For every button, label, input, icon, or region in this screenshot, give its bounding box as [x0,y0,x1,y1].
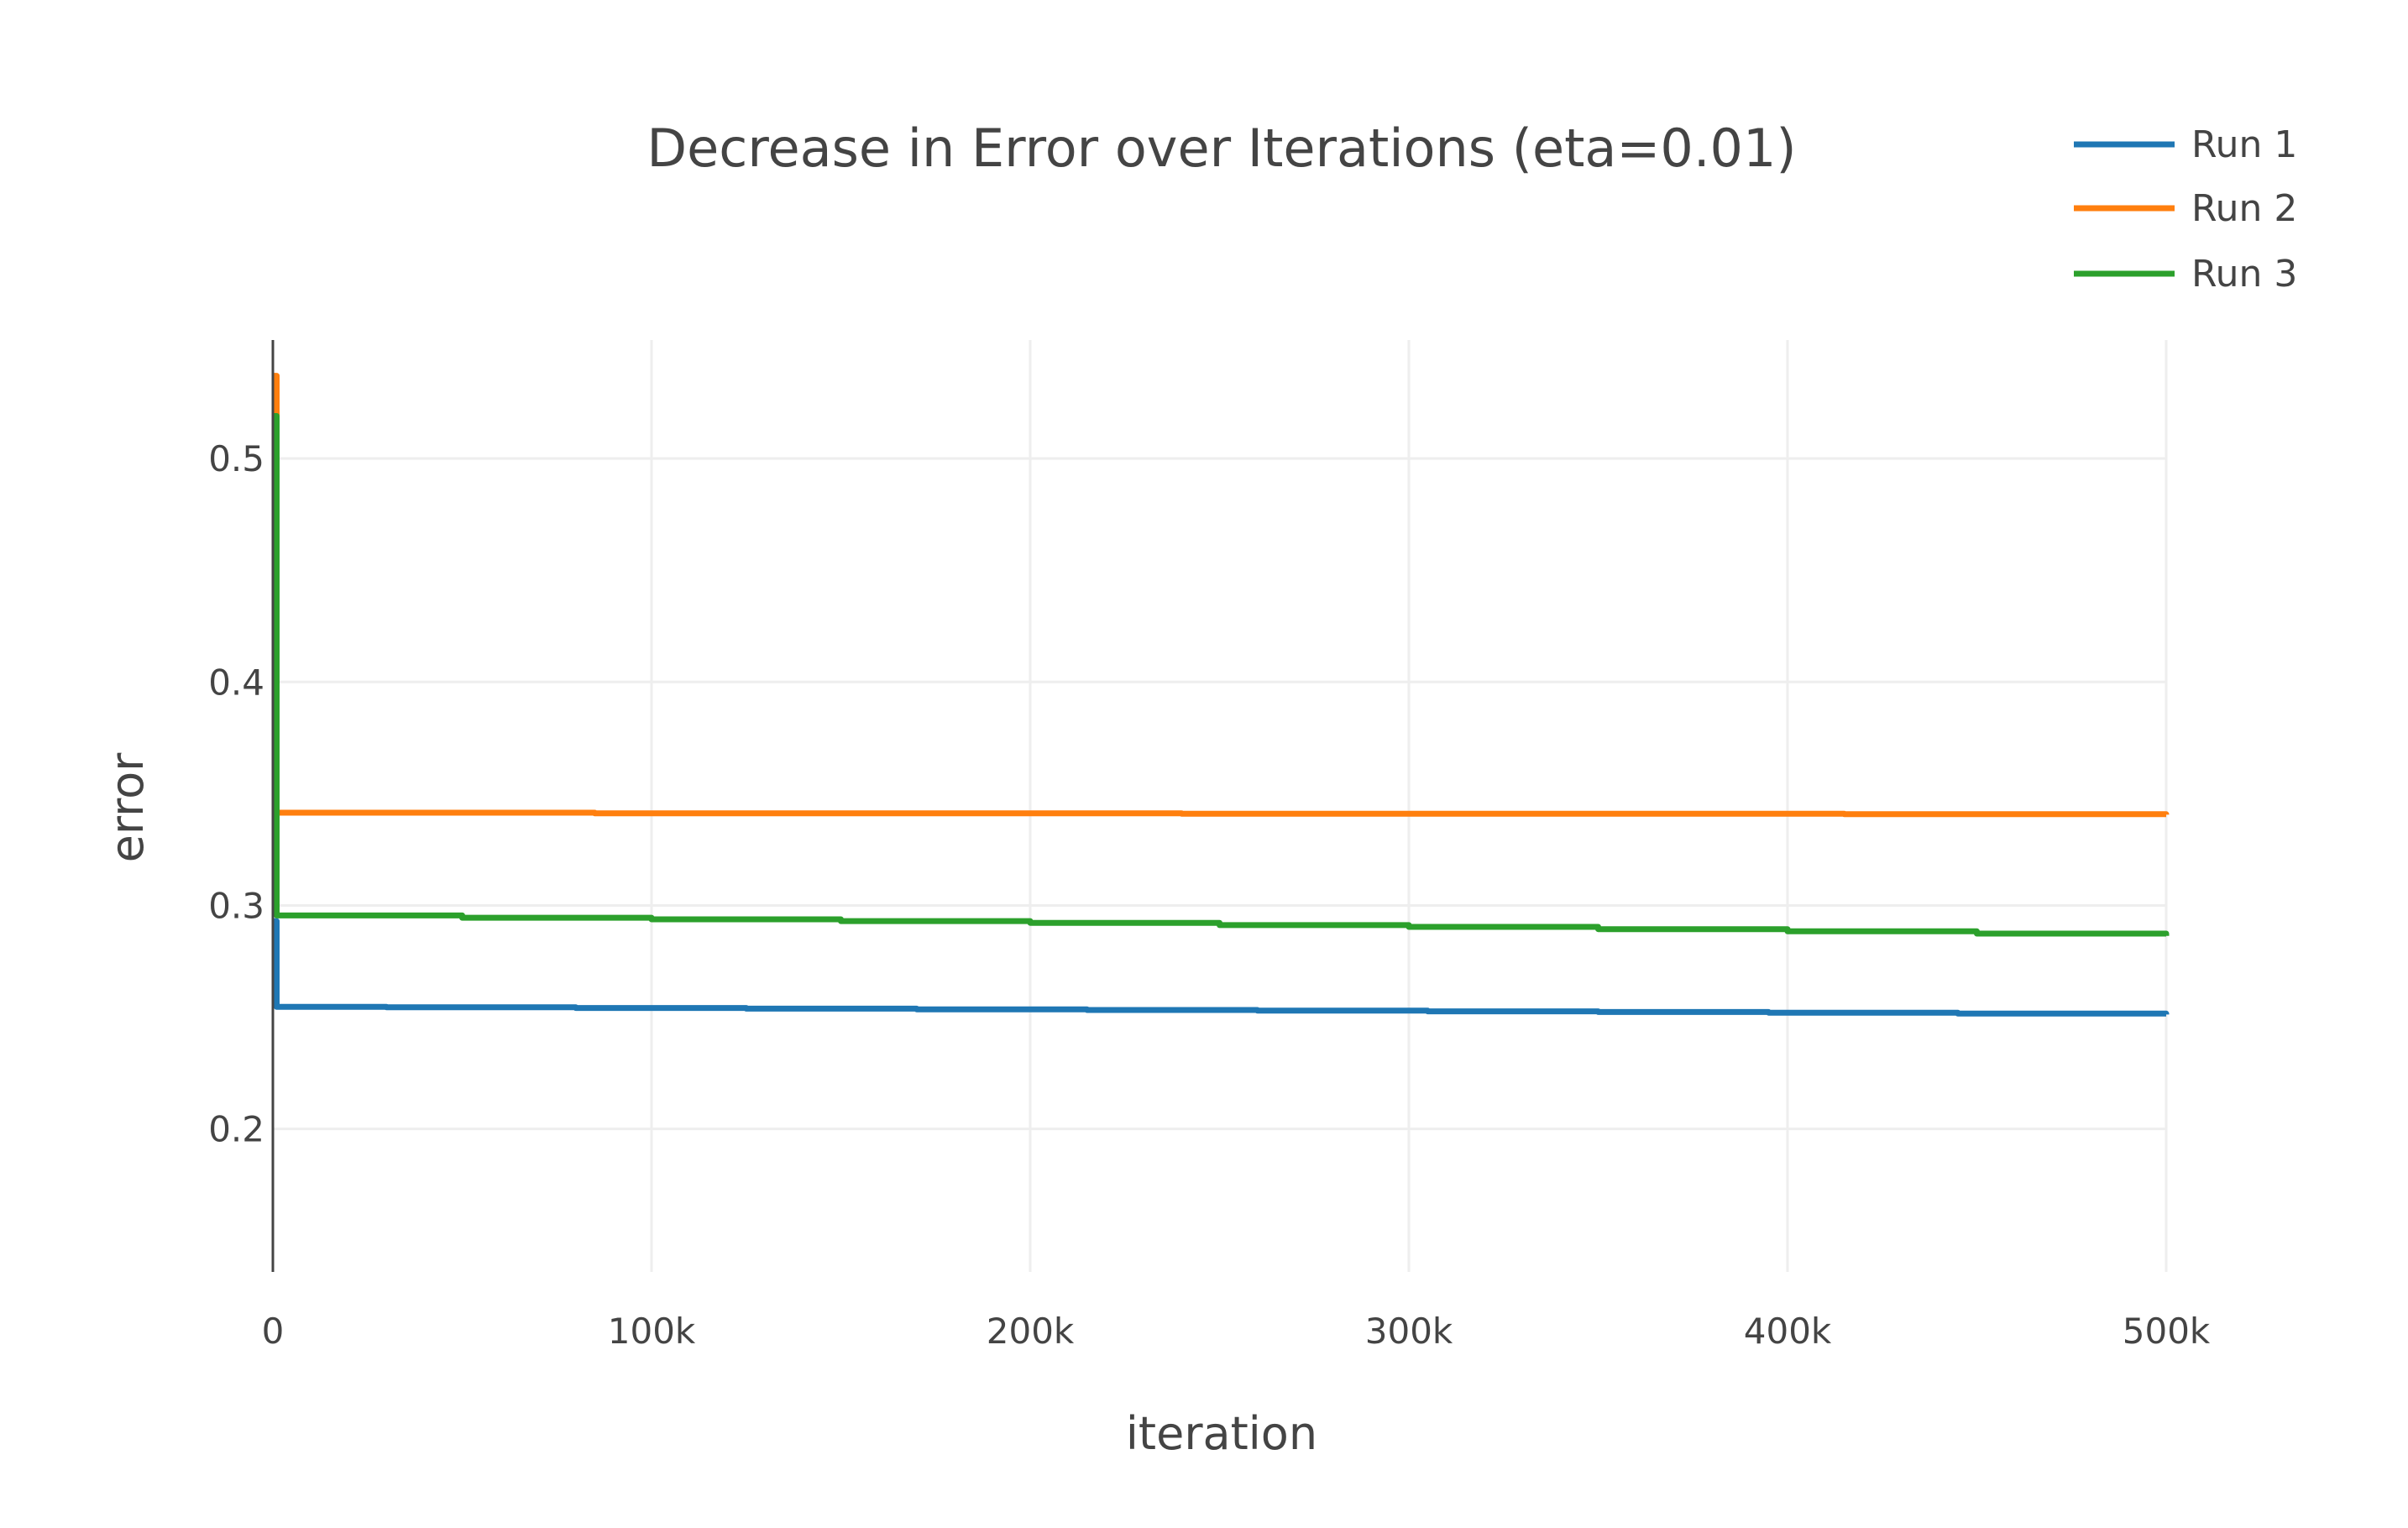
y-tick-labels: 0.2 0.3 0.4 0.5 [208,438,264,1150]
y-tick-label: 0.4 [208,662,264,703]
y-tick-label: 0.3 [208,885,264,926]
legend[interactable]: Run 1 Run 2 Run 3 [2074,123,2297,296]
y-tick-label: 0.5 [208,438,264,479]
series-line-run-3 [273,413,2170,937]
x-tick-label: 100k [608,1311,696,1352]
x-tick-label: 0 [262,1311,285,1352]
x-tick-label: 200k [987,1311,1075,1352]
legend-item-run-3[interactable]: Run 3 [2074,253,2297,296]
x-tick-labels: 0 100k 200k 300k 400k 500k [262,1311,2211,1352]
series-lines [273,373,2170,1017]
gridlines [273,340,2168,1272]
series-line-run-1 [273,918,2170,1017]
x-tick-label: 500k [2123,1311,2211,1352]
legend-label-run-1: Run 1 [2191,123,2297,166]
legend-item-run-1[interactable]: Run 1 [2074,123,2297,166]
chart-title: Decrease in Error over Iterations (eta=0… [646,118,1796,179]
legend-label-run-2: Run 2 [2191,187,2297,230]
x-axis-title: iteration [1126,1407,1317,1460]
x-tick-label: 400k [1744,1311,1832,1352]
y-tick-label: 0.2 [208,1109,264,1150]
legend-label-run-3: Run 3 [2191,253,2297,296]
y-axis-title: error [101,752,154,863]
x-tick-label: 300k [1365,1311,1453,1352]
legend-item-run-2[interactable]: Run 2 [2074,187,2297,230]
